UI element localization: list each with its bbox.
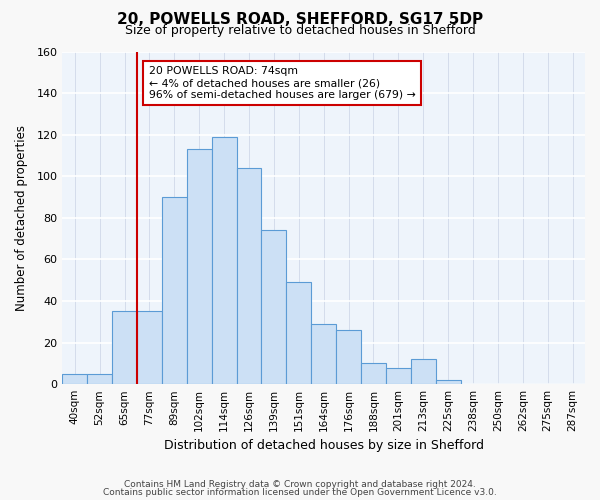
Bar	[162, 197, 187, 384]
Bar	[187, 149, 212, 384]
Text: 20, POWELLS ROAD, SHEFFORD, SG17 5DP: 20, POWELLS ROAD, SHEFFORD, SG17 5DP	[117, 12, 483, 28]
Bar	[87, 374, 112, 384]
Text: Size of property relative to detached houses in Shefford: Size of property relative to detached ho…	[125, 24, 475, 37]
Text: Contains public sector information licensed under the Open Government Licence v3: Contains public sector information licen…	[103, 488, 497, 497]
Bar	[236, 168, 262, 384]
Bar	[311, 324, 336, 384]
Bar	[112, 312, 137, 384]
Text: 20 POWELLS ROAD: 74sqm
← 4% of detached houses are smaller (26)
96% of semi-deta: 20 POWELLS ROAD: 74sqm ← 4% of detached …	[149, 66, 415, 100]
Bar	[386, 368, 411, 384]
Bar	[62, 374, 87, 384]
Bar	[336, 330, 361, 384]
Bar	[436, 380, 461, 384]
Bar	[286, 282, 311, 384]
Bar	[361, 364, 386, 384]
Bar	[262, 230, 286, 384]
Y-axis label: Number of detached properties: Number of detached properties	[15, 125, 28, 311]
Bar	[212, 136, 236, 384]
Text: Contains HM Land Registry data © Crown copyright and database right 2024.: Contains HM Land Registry data © Crown c…	[124, 480, 476, 489]
X-axis label: Distribution of detached houses by size in Shefford: Distribution of detached houses by size …	[164, 440, 484, 452]
Bar	[137, 312, 162, 384]
Bar	[411, 359, 436, 384]
